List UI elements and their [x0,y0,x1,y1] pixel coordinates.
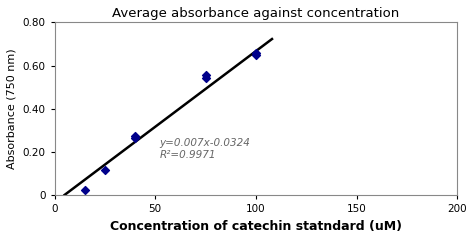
Point [202,73,210,77]
Point [81,188,89,192]
Y-axis label: Absorbance (750 nm): Absorbance (750 nm) [7,49,17,169]
Point [131,136,139,140]
X-axis label: Concentration of catechin statndard (uM): Concentration of catechin statndard (uM) [110,220,402,233]
Point [131,134,139,138]
Point [252,51,260,55]
Point [101,168,109,171]
Point [202,76,210,79]
Title: Average absorbance against concentration: Average absorbance against concentration [112,7,400,20]
Text: y=0.007x-0.0324
R²=0.9971: y=0.007x-0.0324 R²=0.9971 [159,138,250,160]
Point [252,53,260,57]
